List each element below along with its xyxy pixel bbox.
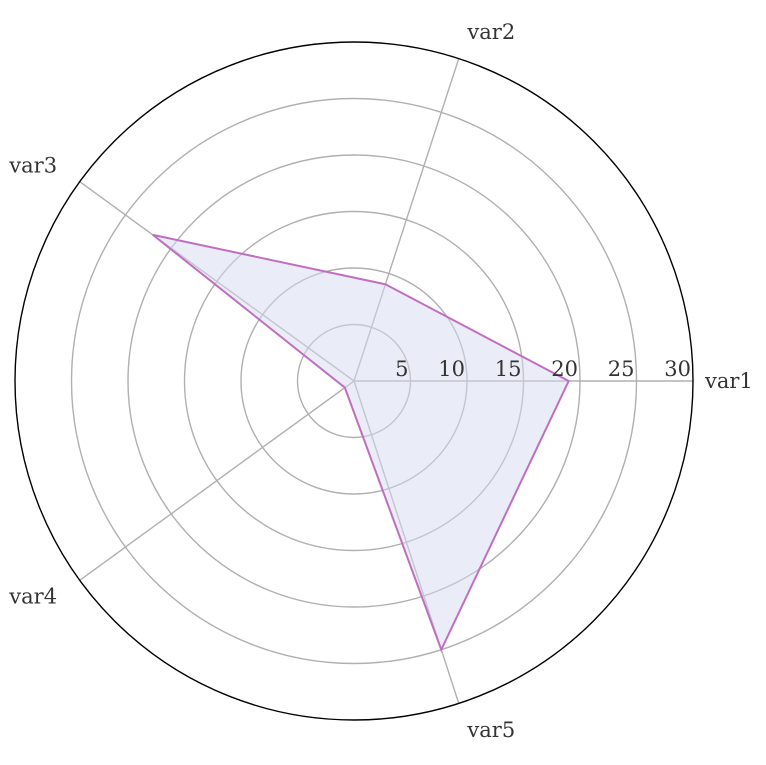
- series-polygon-0: [152, 233, 571, 653]
- spoke-var4: [79, 380, 355, 581]
- outer-ring: [14, 41, 694, 721]
- radial-tick-label-5: 5: [395, 357, 408, 381]
- axis-label-var1: var1: [704, 369, 753, 393]
- axis-label-var4: var4: [8, 585, 57, 609]
- radial-tick-label-15: 15: [495, 357, 522, 381]
- axis-label-var5: var5: [466, 718, 515, 742]
- radial-tick-label-20: 20: [551, 357, 578, 381]
- axis-label-var3: var3: [8, 153, 57, 177]
- radial-tick-label-10: 10: [438, 357, 465, 381]
- axis-label-var2: var2: [466, 20, 515, 44]
- radial-tick-label-30: 30: [664, 357, 691, 381]
- radial-tick-label-25: 25: [608, 357, 635, 381]
